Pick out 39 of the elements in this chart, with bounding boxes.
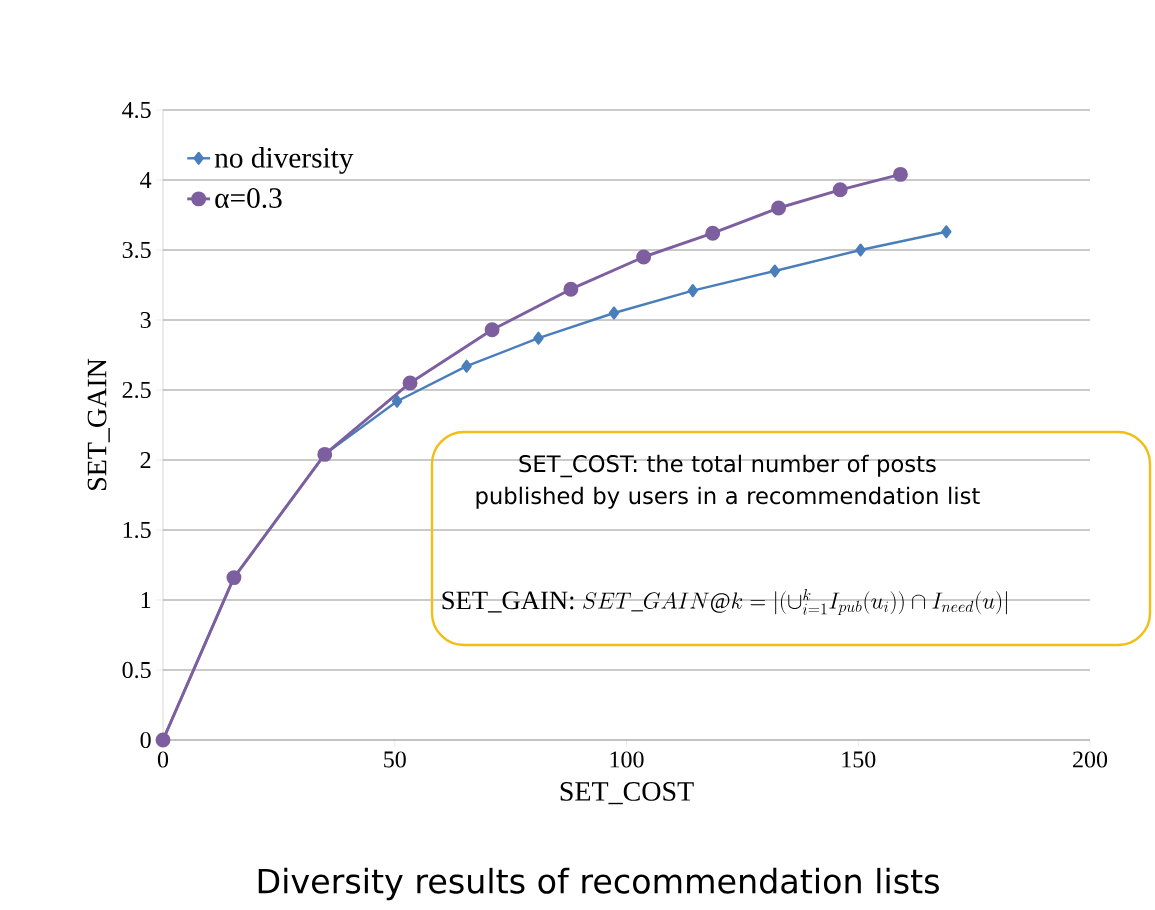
- point: [636, 249, 652, 265]
- y-tick-label: 0: [140, 731, 151, 749]
- y-tick-label: 3.5: [122, 241, 151, 259]
- point: [771, 200, 787, 216]
- y-tick-label: 4: [140, 172, 152, 188]
- point: [705, 225, 721, 241]
- legend-label: α=0.3: [215, 188, 282, 209]
- legend-label: no diversity: [214, 147, 354, 174]
- text: Diversity results of recommendation lists: [258, 867, 939, 901]
- point: [484, 322, 500, 338]
- point: [892, 166, 908, 182]
- y-axis-title: SET_GAIN: [87, 358, 110, 490]
- point: [391, 394, 403, 408]
- point: [533, 331, 544, 345]
- y-tick-label: 0.5: [122, 661, 151, 679]
- x-tick-label: 150: [842, 751, 876, 768]
- annotation: SET_GAIN:: [442, 591, 574, 613]
- point: [687, 284, 698, 298]
- point: [461, 359, 472, 373]
- x-tick-label: 100: [610, 751, 644, 768]
- y-tick-label: 4.5: [122, 101, 151, 119]
- y-tick-label: 2.5: [122, 381, 151, 399]
- x-tick-label: 50: [384, 751, 406, 768]
- x-axis-title: SET_COST: [560, 782, 694, 805]
- point: [941, 225, 952, 239]
- y-tick-label: 3: [140, 311, 151, 329]
- point: [769, 264, 781, 278]
- y-tick-label: 1: [141, 592, 151, 608]
- x-tick-label: 200: [1073, 751, 1108, 768]
- y-tick-label: 2: [140, 452, 151, 468]
- annotation: SET_COST: the total number of posts published by users in a recommendation list: [476, 454, 980, 509]
- point: [402, 375, 418, 391]
- point: [832, 182, 848, 198]
- y-tick-label: 1.5: [123, 521, 151, 539]
- point: [855, 243, 866, 257]
- point: [563, 281, 579, 297]
- point: [608, 306, 620, 320]
- x-tick-label: 0: [157, 751, 169, 768]
- annotation: $SET\_GAIN@k=|(\cup_{i=1}^{k} I_{pub}(u_i))\cap I_{need}(u)|$: [583, 588, 1007, 615]
